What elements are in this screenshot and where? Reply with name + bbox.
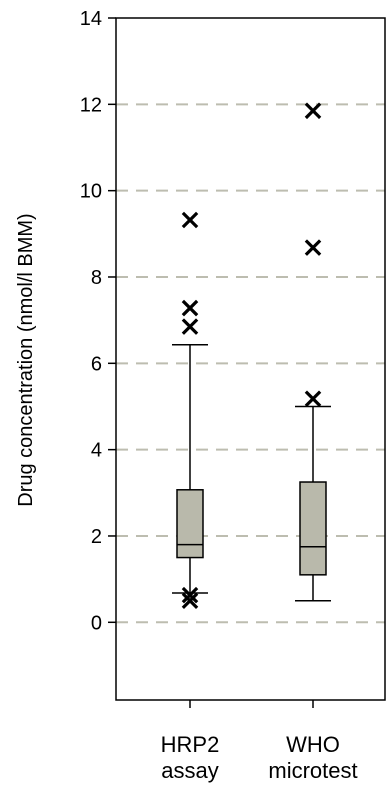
outlier-marker bbox=[181, 586, 199, 604]
box bbox=[295, 405, 331, 602]
category-label-line2: assay bbox=[161, 758, 218, 783]
category-label-line1: WHO bbox=[286, 732, 340, 757]
y-tick-label: 12 bbox=[80, 94, 102, 116]
gridlines bbox=[116, 103, 385, 624]
y-axis-ticks: 0 2 4 6 8 10 12 14 bbox=[80, 8, 116, 634]
box-series bbox=[172, 344, 331, 602]
plot-frame bbox=[115, 17, 386, 701]
outlier-marker bbox=[304, 102, 322, 120]
outlier-marker bbox=[181, 318, 199, 335]
y-tick-label: 10 bbox=[80, 181, 102, 203]
outlier-marker bbox=[304, 390, 322, 407]
interquartile-box bbox=[176, 489, 204, 559]
y-tick-label: 4 bbox=[91, 440, 102, 462]
y-tick-label: 2 bbox=[91, 526, 102, 548]
y-tick-label: 6 bbox=[91, 353, 102, 375]
outlier-markers bbox=[181, 102, 322, 609]
y-axis-label: Drug concentration (nmol/l BMM) bbox=[15, 213, 37, 506]
interquartile-box bbox=[299, 481, 327, 576]
outlier-marker bbox=[181, 211, 199, 229]
y-tick-label: 8 bbox=[91, 267, 102, 289]
y-tick-label: 0 bbox=[91, 612, 102, 634]
outlier-marker bbox=[181, 592, 199, 609]
outlier-marker bbox=[181, 299, 199, 317]
category-label-line2: microtest bbox=[268, 758, 357, 783]
category-label-line1: HRP2 bbox=[161, 732, 220, 757]
y-tick-label: 14 bbox=[80, 8, 102, 30]
box bbox=[172, 344, 208, 594]
outlier-marker bbox=[304, 239, 322, 256]
